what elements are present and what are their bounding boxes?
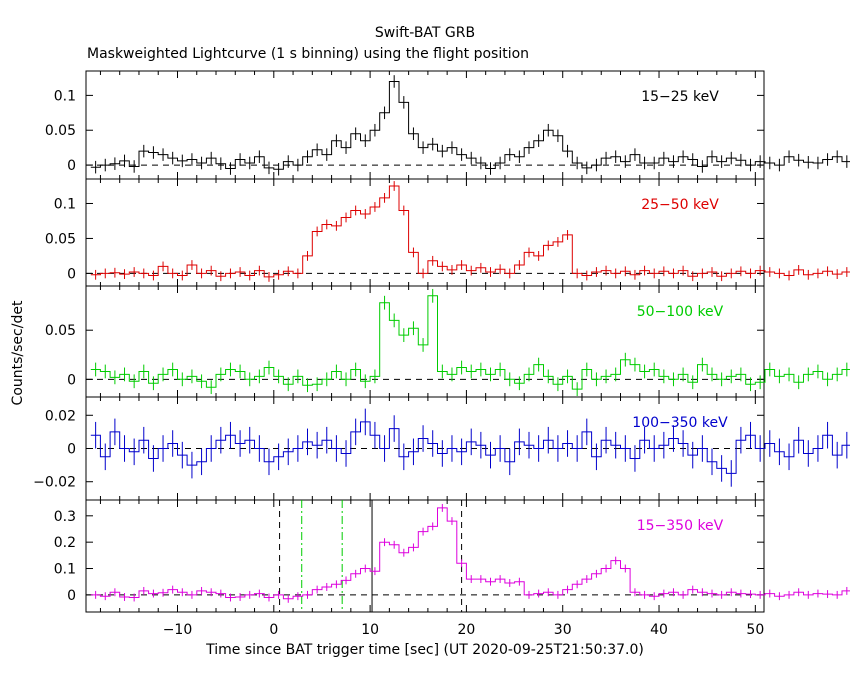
series-step-line	[90, 81, 850, 170]
x-tick-label: 20	[457, 622, 475, 638]
y-axis-label: Counts/sec/det	[10, 300, 26, 405]
y-tick-label: 0.3	[54, 509, 76, 525]
x-axis-label: Time since BAT trigger time [sec] (UT 20…	[205, 642, 644, 658]
y-tick-label: −0.02	[33, 475, 76, 491]
series-step-line	[90, 185, 850, 278]
y-tick-label: 0.05	[45, 123, 76, 139]
x-tick-label: −10	[163, 622, 193, 638]
y-tick-label: 0.1	[54, 562, 76, 578]
x-axis: −10 0 10 20 30 40 50	[163, 622, 765, 638]
x-tick-label: 50	[746, 622, 764, 638]
panel-4: −0.02 0 0.02 100−350 keV	[33, 396, 850, 501]
y-tick-label: 0.05	[45, 231, 76, 247]
x-tick-label: 0	[269, 622, 278, 638]
panel-2: 0 0.05 0.1 25−50 keV	[45, 178, 850, 287]
panel-label: 25−50 keV	[641, 197, 719, 213]
panel-frame	[85, 499, 765, 613]
y-tick-label: 0.05	[45, 323, 76, 339]
chart-title: Swift-BAT GRB	[375, 25, 475, 41]
chart-subtitle: Maskweighted Lightcurve (1 s binning) us…	[87, 46, 529, 62]
series-step-line	[90, 507, 850, 600]
series-step-line	[90, 421, 850, 474]
panel-frame	[85, 70, 765, 180]
y-tick-label: 0	[67, 372, 76, 388]
y-tick-label: 0.2	[54, 535, 76, 551]
panel-label: 15−25 keV	[641, 89, 719, 105]
x-tick-label: 10	[361, 622, 379, 638]
y-tick-label: 0.1	[54, 88, 76, 104]
y-tick-label: 0	[67, 266, 76, 282]
panel-label: 100−350 keV	[632, 415, 728, 431]
panels-group: 0 0.05 0.1 15−25 keV 0 0.05 0.1 25−50 keV 0 0.05 5…	[33, 70, 850, 613]
panel-1: 0 0.05 0.1 15−25 keV	[45, 70, 850, 180]
panel-label: 50−100 keV	[637, 304, 724, 320]
panel-frame	[85, 178, 765, 287]
x-tick-label: 30	[554, 622, 572, 638]
y-tick-label: 0	[67, 442, 76, 458]
y-tick-label: 0	[67, 158, 76, 174]
series-step-line	[90, 295, 850, 390]
panel-frame	[85, 285, 765, 398]
y-tick-label: 0.02	[45, 408, 76, 424]
y-tick-label: 0	[67, 588, 76, 604]
panel-label: 15−350 keV	[637, 518, 724, 534]
y-tick-label: 0.1	[54, 196, 76, 212]
panel-3: 0 0.05 50−100 keV	[45, 285, 850, 398]
panel-5: 0 0.1 0.2 0.3 15−350 keV	[54, 499, 850, 613]
x-tick-label: 40	[650, 622, 668, 638]
